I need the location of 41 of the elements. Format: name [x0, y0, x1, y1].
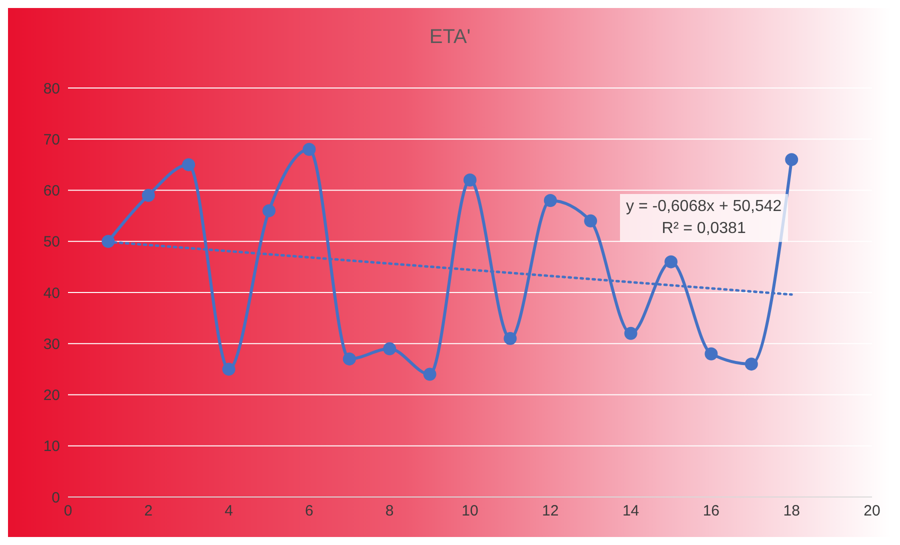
point — [504, 332, 517, 346]
y-tick-label: 20 — [43, 387, 60, 404]
point — [222, 362, 236, 376]
x-tick-label: 2 — [144, 502, 153, 520]
chart-title: ETA' — [428, 26, 472, 49]
x-tick-label: 20 — [864, 502, 880, 520]
point — [302, 142, 316, 156]
y-tick-label: 60 — [43, 182, 60, 200]
point — [182, 158, 196, 172]
point — [464, 174, 476, 187]
point — [262, 204, 276, 218]
y-tick-label: 0 — [52, 489, 60, 506]
x-tick-label: 0 — [64, 502, 72, 520]
point — [704, 347, 718, 360]
y-tick-label: 50 — [43, 234, 60, 251]
y-tick-label: 40 — [43, 284, 60, 302]
annotation: R² = 0,0381 — [660, 219, 747, 239]
point — [342, 352, 356, 366]
y-tick-label: 80 — [43, 80, 60, 98]
point — [423, 368, 436, 381]
point — [624, 326, 638, 340]
y-tick-label: 30 — [43, 336, 60, 353]
x-tick-label: 6 — [305, 502, 314, 520]
y-tick-label: 70 — [43, 131, 60, 148]
point — [785, 153, 798, 166]
point — [744, 358, 758, 371]
x-tick-label: 14 — [622, 502, 640, 520]
x-tick-label: 12 — [542, 502, 559, 520]
point — [544, 194, 557, 207]
x-tick-label: 18 — [783, 502, 800, 520]
point — [383, 342, 396, 356]
x-tick-label: 10 — [462, 502, 478, 520]
x-tick-label: 4 — [224, 502, 233, 520]
y-tick-label: 10 — [43, 438, 60, 456]
point — [142, 188, 155, 202]
annotation: y = -0,6068x + 50,542 — [626, 197, 782, 217]
point — [102, 234, 115, 248]
x-tick-label: 16 — [702, 502, 720, 520]
point — [664, 255, 678, 268]
x-tick-label: 8 — [385, 502, 394, 520]
point — [584, 214, 598, 228]
